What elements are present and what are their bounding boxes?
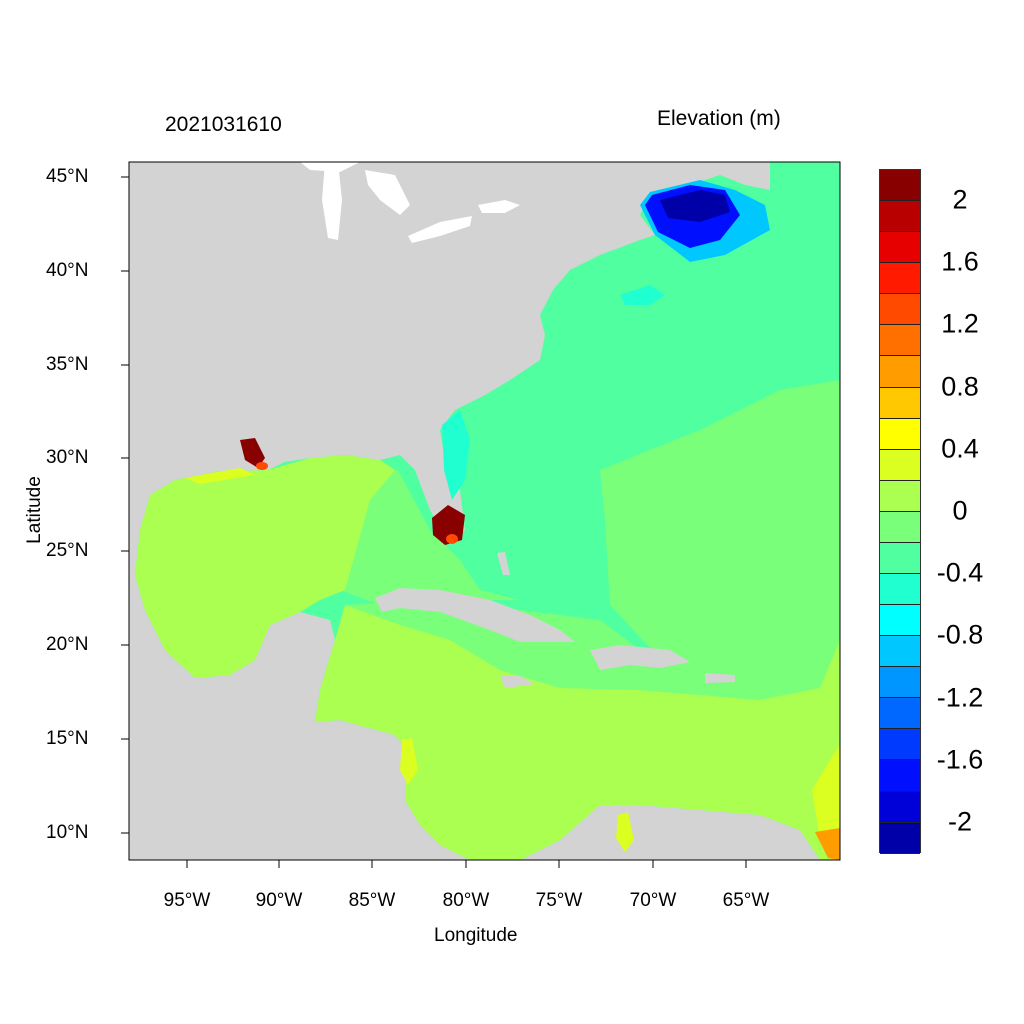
colorbar-label: 0.8 bbox=[941, 371, 979, 402]
colorbar-bin bbox=[880, 325, 920, 357]
colorbar-label: -0.4 bbox=[936, 557, 984, 588]
colorbar-bin bbox=[880, 294, 920, 326]
colorbar-bin bbox=[880, 698, 920, 730]
venezuela-yellow bbox=[616, 812, 634, 852]
colorbar-bin bbox=[880, 263, 920, 295]
colorbar-bin bbox=[880, 729, 920, 761]
eastern-atlantic-region bbox=[600, 380, 840, 700]
caribbean-north bbox=[345, 600, 790, 700]
louisiana-orange bbox=[256, 462, 268, 470]
colorbar-label: 1.2 bbox=[941, 308, 979, 339]
x-axis-label: Longitude bbox=[434, 925, 518, 946]
colorbar-label: 0 bbox=[952, 495, 968, 526]
y-tick-marks bbox=[121, 176, 129, 834]
colorbar-label: -1.6 bbox=[936, 744, 984, 775]
x-tick-label: 90°W bbox=[255, 890, 303, 911]
gulf-florida-straits bbox=[340, 470, 520, 605]
colorbar-bin bbox=[880, 636, 920, 668]
y-tick-label: 35°N bbox=[46, 354, 89, 375]
puerto-rico bbox=[705, 673, 735, 683]
andros-island bbox=[497, 552, 510, 575]
hispaniola bbox=[590, 645, 690, 670]
colorbar-bin bbox=[880, 667, 920, 699]
x-tick-label: 80°W bbox=[442, 890, 490, 911]
x-tick-label: 70°W bbox=[629, 890, 677, 911]
louisiana-surge bbox=[240, 438, 265, 468]
colorbar bbox=[879, 169, 921, 854]
y-tick-label: 25°N bbox=[46, 540, 89, 561]
south-florida-surge bbox=[432, 505, 465, 545]
colorbar-bin bbox=[880, 170, 920, 202]
cuba bbox=[375, 588, 575, 642]
colorbar-label: 1.6 bbox=[941, 246, 979, 277]
gulf-of-mexico bbox=[135, 455, 395, 678]
colorbar-bin bbox=[880, 418, 920, 450]
caribbean-sea bbox=[315, 605, 840, 860]
colorbar-bin bbox=[880, 449, 920, 481]
colorbar-label: -2 bbox=[947, 806, 973, 837]
x-tick-label: 65°W bbox=[722, 890, 770, 911]
timestamp-title: 2021031610 bbox=[165, 113, 282, 136]
lake-ontario bbox=[478, 200, 520, 213]
southeast-orange bbox=[815, 828, 840, 860]
y-tick-label: 10°N bbox=[46, 822, 89, 843]
variable-title: Elevation (m) bbox=[657, 107, 781, 130]
colorbar-bin bbox=[880, 760, 920, 792]
lake-michigan bbox=[322, 162, 342, 240]
colorbar-bin bbox=[880, 387, 920, 419]
colorbar-bin bbox=[880, 201, 920, 233]
x-tick-label: 95°W bbox=[163, 890, 211, 911]
x-tick-label: 75°W bbox=[535, 890, 583, 911]
y-tick-label: 45°N bbox=[46, 166, 89, 187]
lake-superior bbox=[300, 162, 360, 172]
colorbar-bin bbox=[880, 791, 920, 823]
lake-huron bbox=[365, 170, 410, 215]
lake-erie bbox=[408, 216, 472, 243]
gulf-of-maine-core bbox=[660, 190, 730, 222]
y-tick-label: 20°N bbox=[46, 634, 89, 655]
colorbar-label: 2 bbox=[952, 184, 968, 215]
louisiana-yellow bbox=[185, 468, 255, 484]
colorbar-label: -1.2 bbox=[936, 682, 984, 713]
colorbar-bin bbox=[880, 574, 920, 606]
x-tick-label: 85°W bbox=[348, 890, 396, 911]
mid-atlantic-shelf bbox=[620, 285, 665, 305]
y-tick-label: 30°N bbox=[46, 447, 89, 468]
plot-frame bbox=[128, 161, 841, 861]
colorbar-label: 0.4 bbox=[941, 433, 979, 464]
x-tick-marks bbox=[186, 860, 747, 868]
florida-current bbox=[442, 410, 470, 500]
colorbar-bin bbox=[880, 480, 920, 512]
south-florida-orange bbox=[446, 534, 458, 544]
colorbar-bin bbox=[880, 511, 920, 543]
colorbar-bin bbox=[880, 605, 920, 637]
colorbar-bin bbox=[880, 822, 920, 854]
colorbar-label: -0.8 bbox=[936, 619, 984, 650]
y-tick-label: 40°N bbox=[46, 260, 89, 281]
colorbar-bin bbox=[880, 542, 920, 575]
y-axis-label: Latitude bbox=[24, 476, 45, 544]
colorbar-bin bbox=[880, 356, 920, 388]
y-tick-label: 15°N bbox=[46, 728, 89, 749]
jamaica bbox=[500, 675, 535, 688]
colorbar-bin bbox=[880, 232, 920, 264]
nicaragua-yellow bbox=[400, 738, 418, 785]
